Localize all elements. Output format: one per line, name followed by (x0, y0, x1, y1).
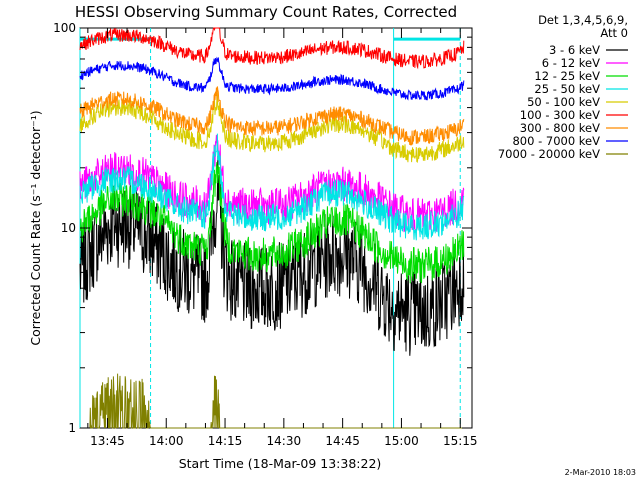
legend-label: 100 - 300 keV (520, 108, 600, 122)
legend-label: 12 - 25 keV (534, 69, 600, 83)
series-line-100to300keV (79, 27, 465, 70)
x-tick-label: 15:00 (384, 434, 419, 448)
x-tick-label: 14:15 (208, 434, 243, 448)
generation-timestamp: 2-Mar-2010 18:03 (565, 468, 636, 477)
plot-area (79, 27, 473, 429)
legend-label: 300 - 800 keV (520, 121, 600, 135)
series-line-25to50keV (79, 133, 465, 241)
y-tick-label: 1 (68, 421, 76, 435)
legend-label: 3 - 6 keV (549, 43, 600, 57)
x-tick-label: 15:15 (443, 434, 478, 448)
legend-label: 50 - 100 keV (527, 95, 600, 109)
x-tick-label: 14:30 (267, 434, 302, 448)
x-tick-label: 14:00 (149, 434, 184, 448)
series-line-50to100keV (79, 92, 465, 164)
series-line-3to6keV (79, 155, 465, 356)
y-tick-label: 100 (53, 21, 76, 35)
x-tick-label: 13:45 (90, 434, 125, 448)
chart-title: HESSI Observing Summary Count Rates, Cor… (75, 3, 457, 21)
y-tick-label: 10 (61, 221, 76, 235)
series-line-7000to20000keV (80, 373, 464, 429)
legend-header-line-1: Det 1,3,4,5,6,9, (538, 13, 628, 27)
series-line-300to800keV (79, 86, 465, 146)
series-line-12to25keV (79, 162, 465, 284)
legend-label: 800 - 7000 keV (512, 134, 600, 148)
x-axis-title: Start Time (18-Mar-09 13:38:22) (179, 456, 382, 471)
series-line-800to7000keV (79, 56, 465, 101)
x-tick-label: 14:45 (325, 434, 360, 448)
legend-label: 25 - 50 keV (534, 82, 600, 96)
legend-label: 7000 - 20000 keV (498, 147, 600, 161)
legend-header-line-2: Att 0 (600, 26, 628, 40)
y-axis-title: Corrected Count Rate (s⁻¹ detector⁻¹) (28, 110, 43, 345)
legend-label: 6 - 12 keV (542, 56, 600, 70)
